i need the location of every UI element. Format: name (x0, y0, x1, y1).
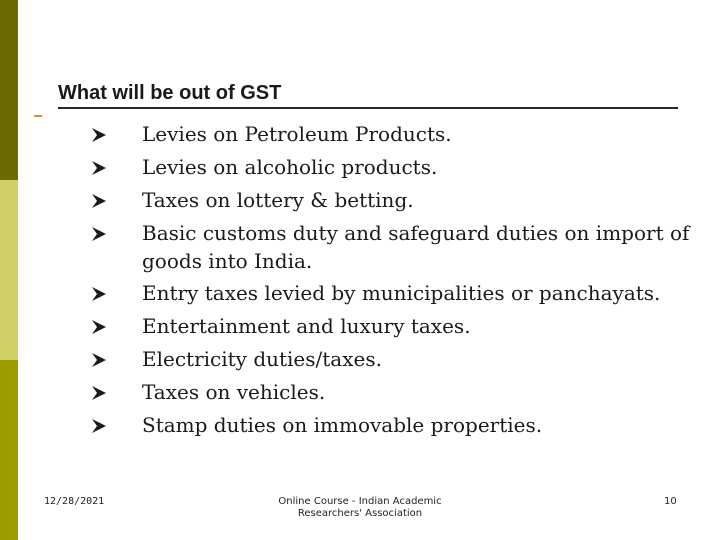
list-item: Electricity duties/taxes. (90, 345, 690, 373)
list-item-text: Levies on Petroleum Products. (142, 122, 452, 146)
arrowhead-bullet-icon (90, 351, 108, 369)
slide-title: What will be out of GST (58, 82, 282, 104)
sidebar-band-bottom (0, 360, 18, 540)
list-item-text: Entertainment and luxury taxes. (142, 314, 471, 338)
list-item-text: Stamp duties on immovable properties. (142, 413, 543, 437)
list-item: Levies on Petroleum Products. (90, 120, 690, 148)
arrowhead-bullet-icon (90, 285, 108, 303)
page-number: 10 (664, 496, 677, 507)
arrowhead-bullet-icon (90, 384, 108, 402)
list-item: Taxes on lottery & betting. (90, 186, 690, 214)
accent-dash (34, 115, 42, 117)
arrowhead-bullet-icon (90, 192, 108, 210)
list-item: Basic customs duty and safeguard duties … (90, 219, 690, 275)
sidebar-decoration (0, 0, 18, 540)
arrowhead-bullet-icon (90, 225, 108, 243)
bullet-list: Levies on Petroleum Products. Levies on … (90, 120, 690, 439)
arrowhead-bullet-icon (90, 159, 108, 177)
list-item: Entry taxes levied by municipalities or … (90, 279, 690, 307)
footer-course: Online Course - Indian Academic Research… (240, 496, 480, 520)
sidebar-band-middle (0, 180, 18, 360)
list-item-text: Taxes on lottery & betting. (142, 188, 414, 212)
footer-course-line1: Online Course - Indian Academic (278, 496, 442, 507)
footer-date: 12/28/2021 (44, 496, 105, 507)
list-item-text: Taxes on vehicles. (142, 380, 326, 404)
list-item: Taxes on vehicles. (90, 378, 690, 406)
list-item: Stamp duties on immovable properties. (90, 411, 690, 439)
arrowhead-bullet-icon (90, 318, 108, 336)
list-item-text: Entry taxes levied by municipalities or … (142, 281, 661, 305)
sidebar-band-top (0, 0, 18, 180)
title-underline (58, 107, 678, 109)
list-item: Levies on alcoholic products. (90, 153, 690, 181)
footer-course-line2: Researchers' Association (297, 508, 423, 519)
list-item: Entertainment and luxury taxes. (90, 312, 690, 340)
list-item-text: Electricity duties/taxes. (142, 347, 382, 371)
list-item-text: Basic customs duty and safeguard duties … (142, 221, 690, 273)
arrowhead-bullet-icon (90, 126, 108, 144)
list-item-text: Levies on alcoholic products. (142, 155, 438, 179)
arrowhead-bullet-icon (90, 417, 108, 435)
